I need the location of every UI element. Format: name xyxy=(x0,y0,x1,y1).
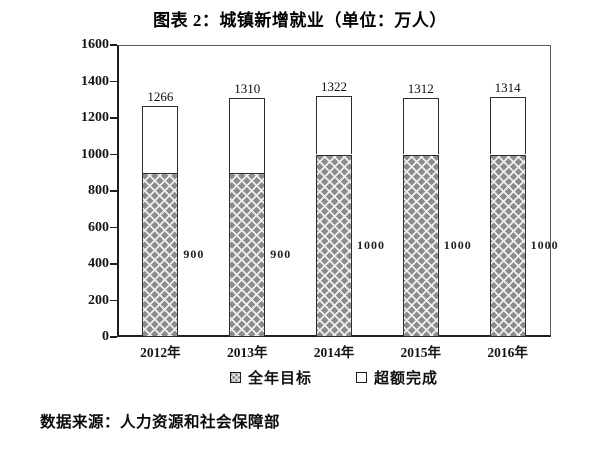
y-tick-label: 1000 xyxy=(81,146,109,162)
bar-target-label: 1000 xyxy=(443,237,472,252)
x-tick-label: 2013年 xyxy=(226,345,268,360)
bar-segment-target xyxy=(316,154,352,337)
bar-total-label: 1310 xyxy=(234,80,261,96)
bar-segment-target xyxy=(142,172,179,337)
y-tick-mark xyxy=(110,336,117,338)
y-tick-label: 400 xyxy=(88,256,109,271)
y-tick-label: 200 xyxy=(88,292,109,308)
y-tick-label: 1400 xyxy=(81,73,109,89)
bar-total-label: 1266 xyxy=(147,88,174,104)
y-tick-mark xyxy=(110,226,117,229)
y-tick-mark xyxy=(110,117,117,119)
bar-segment-excess xyxy=(489,97,526,155)
legend-label: 超额完成 xyxy=(374,371,439,387)
bar-target-label: 1000 xyxy=(530,237,559,252)
bar-target-label: 1000 xyxy=(357,237,385,252)
bar-segment-target xyxy=(402,154,439,337)
chart-title: 图表 2：城镇新增就业（单位：万人） xyxy=(153,11,447,30)
bar-segment-excess xyxy=(316,95,352,155)
chart-legend: 全年目标 超额完成 xyxy=(117,367,551,388)
x-tick-label: 2014年 xyxy=(313,345,355,360)
y-tick-mark xyxy=(110,299,117,302)
x-tick-label: 2015年 xyxy=(400,345,442,360)
bar-segment-excess xyxy=(142,105,179,173)
legend-swatch-white xyxy=(356,372,367,383)
legend-item: 超额完成 xyxy=(356,367,438,388)
bar-segment-excess xyxy=(402,97,439,155)
y-tick-label: 1600 xyxy=(81,37,109,52)
bar-segment-target xyxy=(229,172,266,337)
y-tick-mark xyxy=(110,153,117,156)
bar-total-label: 1312 xyxy=(407,80,434,96)
bar-target-label: 900 xyxy=(183,246,205,261)
y-tick-label: 1200 xyxy=(81,110,109,125)
y-tick-label: 800 xyxy=(88,183,109,198)
legend-item: 全年目标 xyxy=(229,367,312,388)
legend-label: 全年目标 xyxy=(247,371,312,387)
y-tick-label: 600 xyxy=(88,219,109,235)
y-tick-mark xyxy=(110,80,117,83)
bar-segment-target xyxy=(489,154,526,337)
bar-total-label: 1322 xyxy=(321,78,347,94)
y-tick-label: 0 xyxy=(102,329,109,344)
bar-target-label: 900 xyxy=(270,246,292,261)
x-tick-label: 2012年 xyxy=(140,345,181,360)
data-source-note: 数据来源：人力资源和社会保障部 xyxy=(40,414,281,431)
y-tick-mark xyxy=(110,190,117,192)
bar-total-label: 1314 xyxy=(494,80,521,96)
bar-segment-excess xyxy=(229,97,266,173)
x-tick-label: 2016年 xyxy=(487,345,528,360)
y-tick-mark xyxy=(110,263,117,265)
legend-swatch-hatched xyxy=(229,372,241,383)
y-tick-mark xyxy=(110,44,117,46)
